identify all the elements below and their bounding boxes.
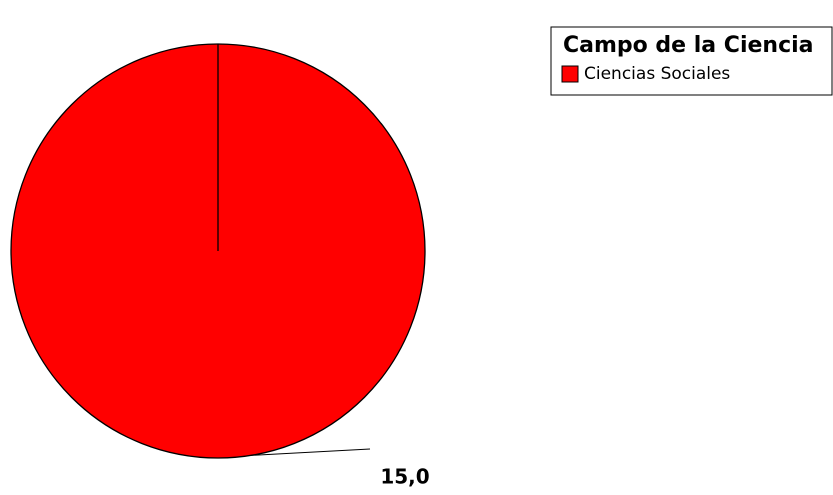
- legend-title: Campo de la Ciencia: [563, 33, 814, 58]
- legend-swatch: [561, 65, 579, 83]
- legend-box: [550, 26, 833, 96]
- data-label: 15,0: [380, 465, 429, 489]
- legend-label: Ciencias Sociales: [584, 64, 730, 84]
- leader-line: [250, 448, 371, 456]
